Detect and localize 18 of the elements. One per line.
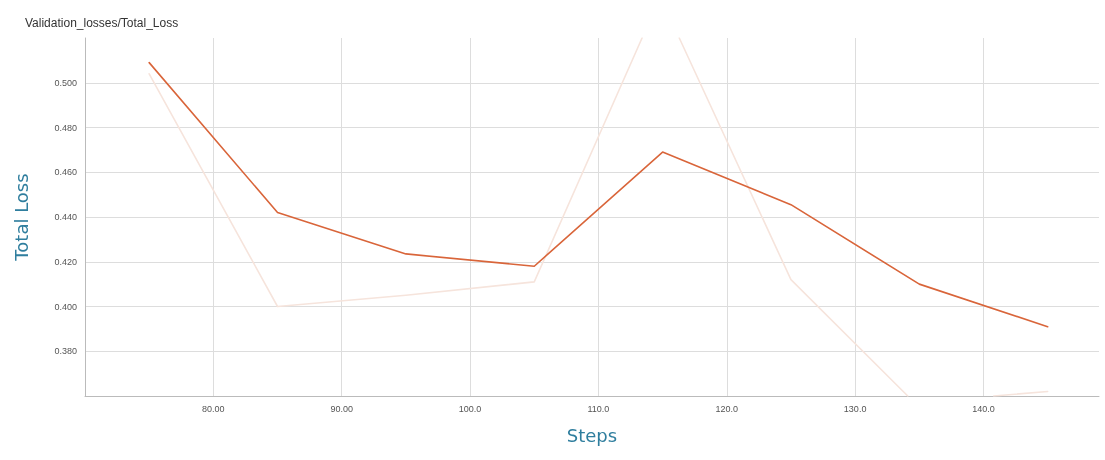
y-tick-label: 0.400 bbox=[54, 301, 77, 312]
x-tick-label: 100.0 bbox=[458, 403, 482, 414]
x-axis-title: Steps bbox=[566, 424, 618, 446]
x-tick-label: 110.0 bbox=[587, 403, 610, 414]
x-tick-label: 140.0 bbox=[972, 403, 995, 414]
y-tick-label: 0.480 bbox=[54, 122, 77, 133]
y-tick-label: 0.460 bbox=[54, 167, 77, 178]
x-tick-label: 90.00 bbox=[330, 403, 353, 414]
y-axis-title: Total Loss bbox=[10, 173, 32, 262]
y-tick-label: 0.440 bbox=[54, 212, 77, 222]
x-tick-label: 130.0 bbox=[843, 403, 867, 414]
y-tick-label: 0.420 bbox=[54, 256, 77, 267]
x-tick-label: 80.00 bbox=[202, 403, 225, 414]
line-series bbox=[148, 61, 1049, 328]
x-tick-label: 120.0 bbox=[715, 403, 739, 414]
y-tick-label: 0.380 bbox=[54, 346, 77, 357]
y-tick-label: 0.500 bbox=[54, 77, 77, 88]
chart-title: Validation_losses/Total_Loss bbox=[25, 16, 179, 30]
